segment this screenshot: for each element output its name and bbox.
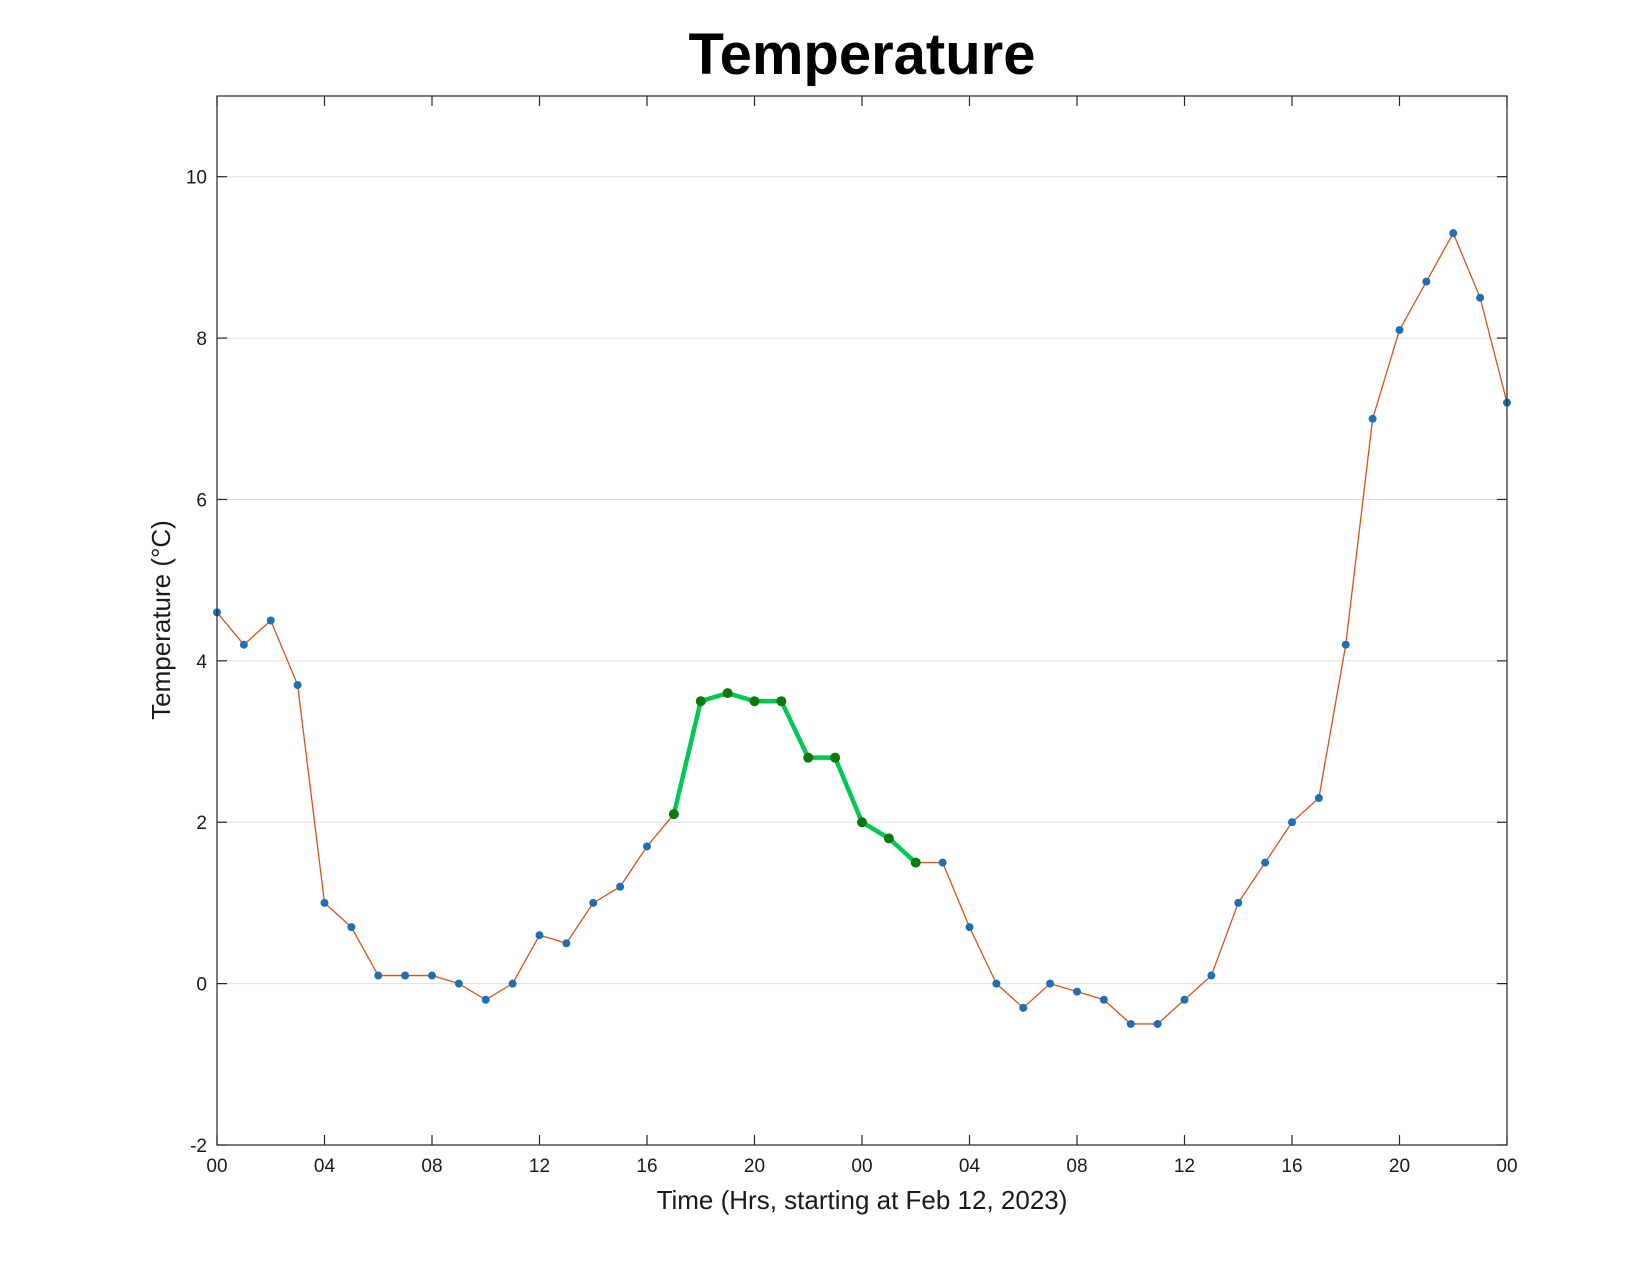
temperature-data-point [239, 640, 248, 649]
temperature-data-point [481, 995, 490, 1004]
y-axis-label: Temperature (°C) [146, 520, 176, 720]
x-tick-label: 08 [1066, 1156, 1087, 1177]
highlight-data-point [857, 817, 867, 828]
highlight-data-point [776, 696, 787, 707]
highlight-data-point [749, 696, 760, 707]
temperature-data-point [1126, 1019, 1135, 1028]
temperature-data-point [347, 923, 356, 932]
y-tick-label: 8 [196, 329, 207, 350]
x-tick-label: 20 [1389, 1156, 1410, 1177]
temperature-data-point [1046, 979, 1055, 988]
temperature-data-point [508, 979, 517, 988]
temperature-data-point [428, 971, 436, 980]
series-layer [213, 229, 1511, 1028]
temperature-data-point [1288, 818, 1296, 827]
highlight-data-point [695, 696, 706, 707]
chart-title: Temperature [688, 22, 1035, 87]
temperature-data-point [643, 842, 651, 851]
temperature-data-point [1073, 987, 1081, 996]
temperature-data-point [1019, 1003, 1028, 1012]
highlight-data-point [668, 809, 679, 820]
x-tick-label: 16 [636, 1156, 657, 1177]
temperature-data-point [562, 939, 571, 948]
plot-area-frame [216, 95, 1508, 1146]
temperature-data-point [616, 882, 625, 891]
x-tick-label: 12 [529, 1156, 550, 1177]
y-tick-label: 0 [196, 975, 207, 996]
temperature-data-point [1207, 971, 1216, 980]
y-tick-label: -2 [190, 1136, 207, 1157]
y-tick-label: 10 [186, 168, 207, 189]
x-tick-label: 04 [959, 1156, 981, 1177]
x-tick-label: 00 [1496, 1156, 1517, 1177]
temperature-data-point [266, 616, 275, 625]
temperature-data-point [992, 979, 1001, 988]
x-tick-label: 08 [421, 1156, 442, 1177]
temperature-data-point [1099, 995, 1108, 1004]
x-tick-label: 00 [851, 1156, 872, 1177]
x-tick-label: 12 [1174, 1156, 1195, 1177]
x-tick-label: 16 [1281, 1156, 1302, 1177]
temperature-data-point [1314, 794, 1323, 803]
temperature-data-point [1234, 898, 1243, 907]
highlight-data-point [803, 752, 814, 763]
temperature-data-point [454, 979, 463, 988]
temperature-data-point [965, 923, 974, 932]
x-tick-label: 04 [314, 1156, 336, 1177]
x-tick-label: 20 [744, 1156, 765, 1177]
temperature-data-point [1476, 293, 1485, 302]
x-tick-label: 00 [206, 1156, 227, 1177]
temperature-data-point [401, 971, 410, 980]
highlight-data-point [910, 857, 921, 868]
temperature-data-point [1449, 229, 1458, 238]
x-axis-label: Time (Hrs, starting at Feb 12, 2023) [657, 1185, 1068, 1215]
temperature-data-point [1153, 1019, 1162, 1028]
highlight-data-point [883, 833, 894, 844]
temperature-series-line [216, 232, 1508, 1025]
y-tick-label: 2 [196, 813, 207, 834]
temperature-data-point [535, 931, 544, 940]
ticks-layer: -2 0 2 4 6 8 10 00 04 08 12 16 20 00 04 08 12 16 20 00 [186, 96, 1518, 1177]
highlight-series-line [671, 690, 918, 865]
temperature-data-point [1180, 995, 1189, 1004]
temperature-data-point [293, 681, 302, 690]
temperature-data-point [1395, 326, 1404, 335]
y-tick-label: 4 [196, 652, 207, 673]
temperature-data-point [1341, 640, 1350, 649]
highlight-data-point [830, 752, 841, 763]
temperature-data-point [1368, 414, 1377, 423]
temperature-data-point [320, 898, 329, 907]
y-tick-label: 6 [196, 490, 207, 511]
grid-layer [217, 176, 1507, 985]
temperature-data-point [1422, 277, 1431, 286]
temperature-data-point [1261, 858, 1270, 867]
temperature-data-point [589, 898, 598, 907]
temperature-data-point [938, 858, 947, 867]
temperature-data-point [374, 971, 383, 980]
highlight-data-point [722, 688, 733, 699]
